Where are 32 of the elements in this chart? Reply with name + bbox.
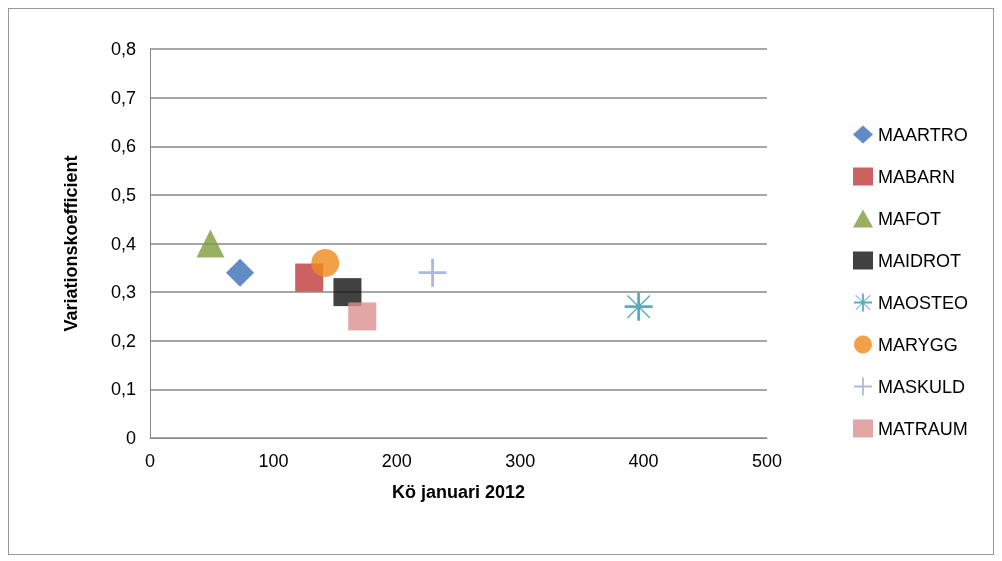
point (418, 258, 447, 287)
point (311, 248, 340, 277)
x-tick-label: 400 (628, 451, 659, 471)
legend-label: MATRAUM (877, 418, 968, 439)
y-tick-label: 0,7 (110, 87, 136, 108)
legend-label: MASKULD (877, 376, 966, 397)
legend-label: MAFOT (877, 208, 941, 229)
legend-label: MAARTRO (877, 124, 968, 145)
y-tick-label: 0 (125, 428, 136, 448)
y-tick-label: 0,8 (110, 39, 136, 59)
point (348, 302, 377, 331)
y-tick-label: 0,1 (110, 379, 136, 400)
x-tick-label: 300 (505, 451, 536, 471)
y-tick-label: 0,2 (110, 330, 136, 351)
y-tick-label: 0,3 (110, 282, 136, 303)
x-tick-label: 500 (751, 451, 783, 471)
x-tick-label: 100 (258, 451, 289, 471)
y-axis-title: Variationskoefficient (61, 155, 81, 332)
point (624, 292, 653, 321)
point (196, 229, 225, 258)
legend-label: MAOSTEO (877, 292, 969, 313)
x-axis-title: Kö januari 2012 (391, 482, 526, 502)
x-tick-label: 0 (144, 451, 156, 471)
point (333, 278, 362, 307)
y-tick-label: 0,6 (110, 136, 136, 157)
y-tick-label: 0,5 (110, 184, 136, 205)
legend-label: MARYGG (877, 334, 958, 355)
y-tick-label: 0,4 (110, 233, 136, 254)
legend-label: MAIDROT (877, 250, 961, 271)
x-tick-label: 200 (381, 451, 412, 471)
point (226, 258, 255, 287)
legend-label: MABARN (877, 166, 956, 187)
